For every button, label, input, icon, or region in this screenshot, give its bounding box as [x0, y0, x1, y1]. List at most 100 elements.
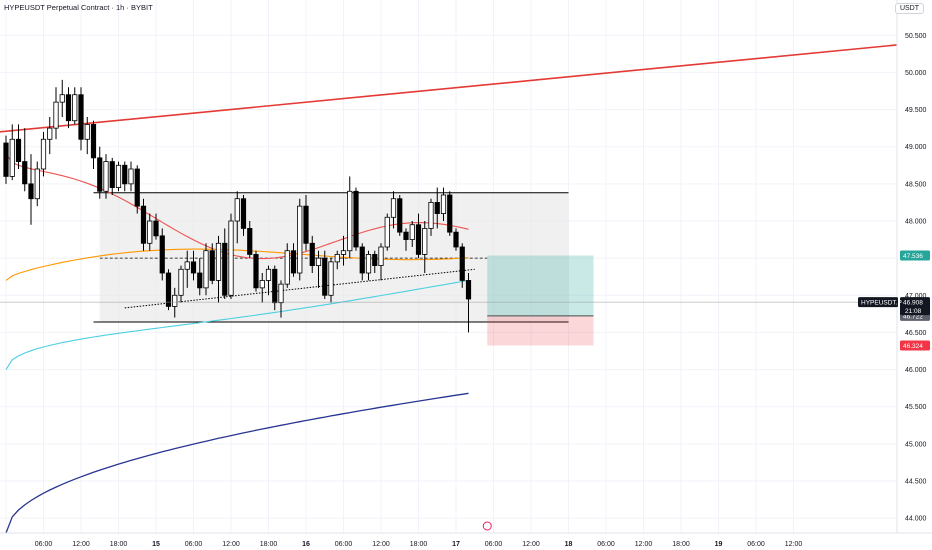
candle-body	[247, 228, 253, 255]
candle-body	[115, 164, 122, 188]
candle-body	[440, 194, 447, 214]
time-tick-label: 17	[452, 541, 460, 548]
candle-body	[140, 205, 147, 244]
candle-body	[65, 94, 72, 122]
range-box	[99, 192, 569, 323]
candle-body	[390, 198, 397, 218]
candle-body	[122, 164, 128, 185]
price-tick-label: 47.000	[905, 293, 927, 300]
candle-body	[284, 250, 290, 285]
candle-body	[303, 205, 309, 244]
candle-body	[222, 242, 228, 296]
candle-body	[134, 168, 140, 207]
candle-body	[334, 254, 340, 263]
time-tick-label: 18:00	[410, 541, 428, 548]
candle-body	[209, 250, 215, 281]
candle-body	[397, 198, 403, 233]
time-tick-label: 12:00	[522, 541, 540, 548]
candle-body	[290, 250, 297, 274]
candle-body	[97, 157, 103, 192]
current-price-label-countdown: 21:08	[905, 308, 922, 315]
chart-title: HYPEUSDT Perpetual Contract · 1h · BYBIT	[4, 3, 153, 12]
current-price-label: 46.908	[903, 300, 923, 307]
candle-body	[72, 94, 78, 122]
time-tick-label: 06:00	[747, 541, 765, 548]
current-price-label-bg	[900, 297, 930, 316]
candle-body	[234, 198, 240, 222]
candle-body	[328, 261, 334, 296]
ma-cyan-line	[5, 279, 469, 370]
candle-body	[178, 268, 184, 296]
candle-body	[28, 183, 34, 200]
ma-mid-line	[5, 248, 469, 281]
currency-unit-button[interactable]: USDT	[894, 3, 924, 14]
candle-body	[78, 94, 84, 140]
time-tick-label: 06:00	[185, 541, 203, 548]
price-tick-label: 45.000	[905, 441, 927, 448]
ma-short-line	[5, 153, 469, 260]
candle-body	[372, 254, 378, 266]
candle-body	[15, 138, 22, 162]
candle-body	[403, 231, 409, 240]
candle-body	[447, 194, 453, 233]
candle-body	[428, 202, 434, 229]
price-tick-label: 48.000	[905, 219, 927, 226]
stop-price-label-bg	[900, 340, 930, 351]
time-tick-label: 18:00	[672, 541, 690, 548]
candle-body	[103, 161, 109, 192]
target-price-label: 47.536	[903, 253, 923, 260]
time-tick-label: 12:00	[72, 541, 90, 548]
time-tick-label: 18	[565, 541, 573, 548]
time-tick-label: 18:00	[260, 541, 278, 548]
candle-body	[465, 280, 472, 300]
entry-price-label: 46.722	[903, 313, 923, 320]
candle-body	[347, 190, 353, 252]
time-tick-label: 12:00	[635, 541, 653, 548]
candle-body	[203, 250, 209, 289]
candle-body	[309, 242, 315, 266]
time-tick-label: 15	[152, 541, 160, 548]
loss-zone	[487, 315, 594, 346]
time-tick-label: 18:00	[110, 541, 128, 548]
candle-body	[215, 242, 222, 281]
candle-body	[353, 190, 359, 248]
candle-body	[165, 272, 172, 307]
candle-body	[378, 246, 384, 266]
price-tick-label: 48.500	[905, 181, 927, 188]
candle-body	[84, 124, 90, 140]
candle-body	[34, 168, 40, 200]
clock-icon	[482, 521, 492, 531]
candle-body	[265, 268, 272, 281]
candle-body	[3, 142, 9, 177]
price-tick-label: 44.500	[905, 479, 927, 486]
price-tick-label: 50.500	[905, 33, 927, 40]
candle-body	[128, 168, 134, 185]
candle-body	[184, 261, 190, 270]
time-tick-label: 06:00	[35, 541, 53, 548]
time-tick-label: 12:00	[785, 541, 803, 548]
symbol-tag-bg	[858, 297, 898, 308]
price-tick-label: 44.000	[905, 516, 927, 523]
symbol-tag: HYPEUSDT.P	[861, 300, 902, 307]
price-tick-label: 49.000	[905, 144, 927, 151]
profit-zone	[487, 255, 594, 316]
candle-body	[47, 127, 53, 140]
price-tick-label: 46.500	[905, 330, 927, 337]
price-tick-label: 45.500	[905, 404, 927, 411]
candle-body	[240, 198, 247, 229]
candle-body	[190, 261, 197, 274]
candle-body	[365, 254, 372, 274]
candle-body	[109, 161, 115, 188]
trend-line	[0, 44, 898, 133]
candle-body	[153, 220, 159, 237]
price-tick-label: 50.000	[905, 70, 927, 77]
candle-body	[59, 94, 65, 103]
candle-body	[453, 231, 459, 248]
candle-body	[172, 294, 178, 307]
candle-body	[434, 202, 440, 214]
candle-body	[159, 235, 165, 274]
time-tick-label: 16	[302, 541, 310, 548]
time-tick-label: 06:00	[335, 541, 353, 548]
candle-body	[359, 246, 365, 274]
